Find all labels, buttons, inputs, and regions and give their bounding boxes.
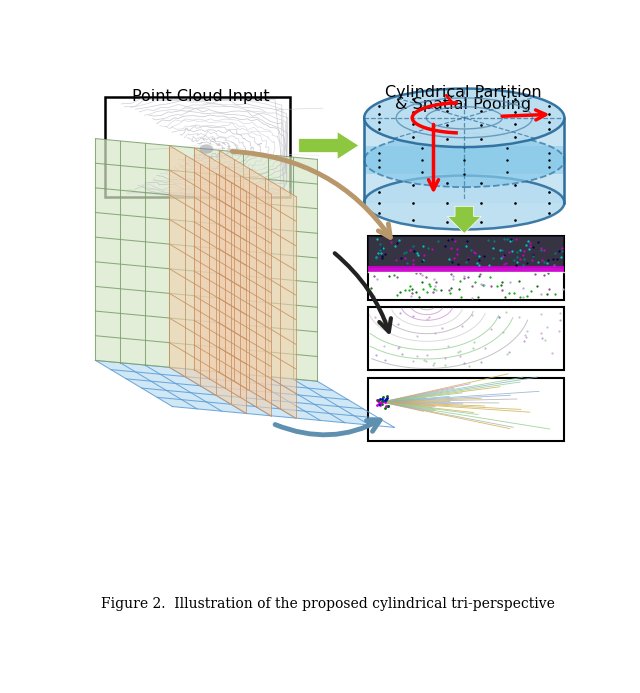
Bar — [105, 97, 289, 197]
Polygon shape — [219, 150, 296, 418]
Bar — [368, 378, 564, 441]
Polygon shape — [364, 118, 564, 202]
Polygon shape — [194, 148, 271, 416]
Ellipse shape — [364, 133, 564, 187]
Ellipse shape — [364, 89, 564, 147]
Bar — [368, 236, 564, 268]
Polygon shape — [364, 146, 564, 174]
Ellipse shape — [364, 175, 564, 229]
Polygon shape — [95, 360, 394, 428]
Bar — [368, 266, 564, 272]
Bar — [368, 236, 564, 299]
Text: & Spatial Pooling: & Spatial Pooling — [396, 97, 532, 112]
Polygon shape — [95, 139, 317, 381]
Bar — [368, 307, 564, 370]
Text: Point Cloud Input: Point Cloud Input — [132, 89, 270, 105]
Ellipse shape — [200, 144, 213, 154]
Polygon shape — [170, 146, 246, 414]
Polygon shape — [299, 132, 359, 159]
Polygon shape — [447, 207, 481, 234]
Text: Cylindrical Partition: Cylindrical Partition — [385, 85, 542, 100]
Text: Figure 2.  Illustration of the proposed cylindrical tri-perspective: Figure 2. Illustration of the proposed c… — [101, 597, 555, 611]
